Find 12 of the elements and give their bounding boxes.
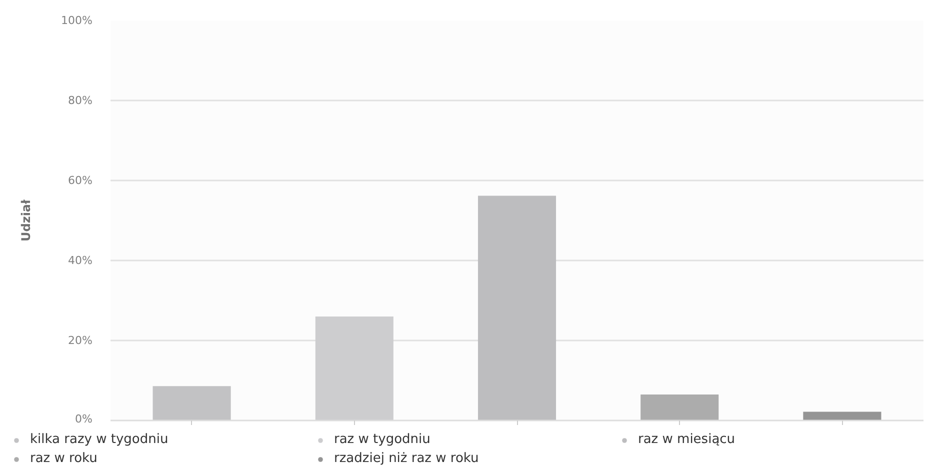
legend-label: raz w miesiącu [638, 432, 736, 447]
y-tick-label: 40% [68, 254, 93, 267]
y-tick-label: 0% [75, 412, 92, 426]
y-tick-label: 20% [68, 334, 93, 347]
legend-label: kilka razy w tygodniu [30, 432, 170, 447]
legend-label: raz w tygodniu [334, 432, 432, 447]
y-tick-label: 60% [68, 174, 93, 187]
legend-label: raz w roku [30, 451, 98, 466]
y-tick-label: 80% [68, 94, 93, 107]
y-axis-title: Udział [19, 198, 34, 242]
y-tick-label: 100% [61, 14, 93, 27]
legend-label: rzadziej niż raz w roku [334, 451, 480, 466]
